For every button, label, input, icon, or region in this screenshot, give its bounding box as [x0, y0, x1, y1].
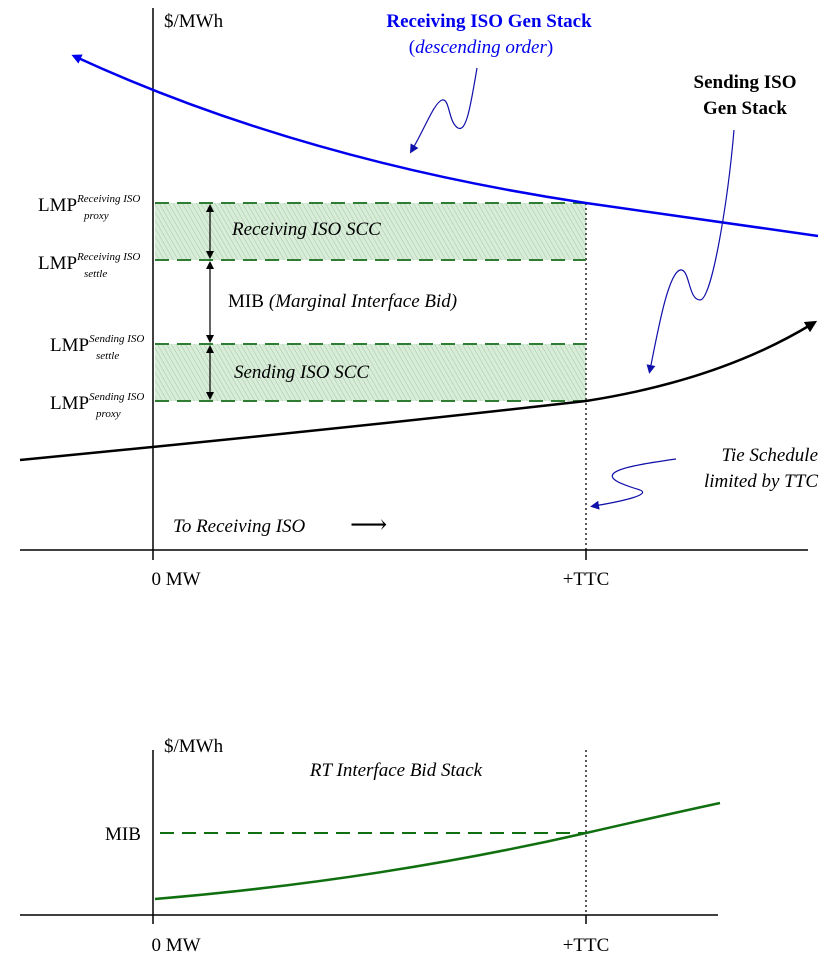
bottom-y-axis-label: $/MWh [164, 736, 224, 757]
receiving-gen-stack-curve [71, 54, 819, 238]
receiving-callout-squiggle [409, 67, 478, 154]
top-x-tick-ttc-label: +TTC [563, 569, 610, 590]
rt-stack-title: RT Interface Bid Stack [309, 760, 483, 781]
sending-scc-label: Sending ISO SCC [234, 362, 369, 383]
receiving-scc-label: Receiving ISO SCC [231, 219, 381, 240]
direction-label: To Receiving ISO [173, 516, 306, 537]
lmp-receiving-proxy-label: LMPReceiving ISO proxy [38, 193, 140, 222]
bottom-chart: $/MWh RT Interface Bid Stack MIB 0 MW +T… [20, 736, 721, 956]
sending-stack-title-line1: Sending ISO [694, 72, 797, 93]
tie-schedule-line2: limited by TTC [704, 471, 818, 492]
sending-gen-stack-curve [19, 320, 818, 462]
lmp-sending-settle-label: LMPSending ISO settle [50, 333, 144, 362]
tie-schedule-line1: Tie Schedule [721, 445, 818, 466]
bottom-x-tick-ttc-label: +TTC [563, 935, 610, 956]
direction-arrow: ⟶ [350, 510, 387, 539]
rt-interface-bid-curve [154, 801, 721, 901]
receiving-stack-title: Receiving ISO Gen Stack [386, 11, 592, 32]
sending-stack-title-line2: Gen Stack [703, 98, 787, 119]
bottom-mib-label: MIB [105, 824, 141, 845]
sending-scc-band [155, 344, 586, 401]
lmp-receiving-settle-label: LMPReceiving ISO settle [38, 251, 140, 280]
top-chart: $/MWh Receiving ISO Gen Stack (descendin… [19, 8, 819, 590]
tie-callout-squiggle [590, 458, 677, 510]
sending-callout-squiggle [646, 129, 735, 374]
bottom-x-tick-zero-label: 0 MW [151, 935, 200, 956]
mib-label: MIB (Marginal Interface Bid) [228, 291, 457, 312]
top-x-tick-zero-label: 0 MW [151, 569, 200, 590]
receiving-stack-note: (descending order) [409, 37, 553, 58]
receiving-scc-band [155, 203, 586, 260]
lmp-sending-proxy-label: LMPSending ISO proxy [50, 391, 144, 420]
top-y-axis-label: $/MWh [164, 11, 224, 32]
